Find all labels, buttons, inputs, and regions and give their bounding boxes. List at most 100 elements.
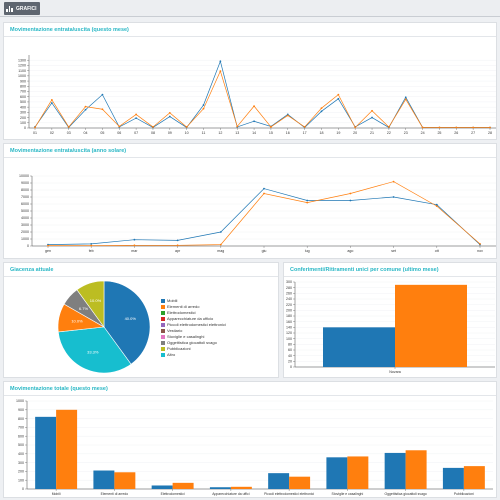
series-line-1 xyxy=(34,60,490,129)
x-tick-label: mag xyxy=(217,249,224,253)
y-tick-label: 300 xyxy=(18,461,24,465)
y-tick-label: 0 xyxy=(22,487,24,491)
x-tick-label: 10 xyxy=(185,131,189,135)
y-tick-label: 5000 xyxy=(21,209,29,213)
legend-item: Vestiario xyxy=(161,328,182,333)
x-tick-label: lug xyxy=(305,249,310,253)
series-point xyxy=(219,243,222,246)
legend-item: Piccoli elettrodomestici elettronici xyxy=(161,322,226,327)
charts-button[interactable]: GRAFICI xyxy=(4,2,40,15)
y-tick-label: 400 xyxy=(18,452,24,456)
series-point xyxy=(306,201,309,204)
y-tick-label: 140 xyxy=(286,326,292,330)
series-point xyxy=(101,93,104,96)
series-point xyxy=(152,126,154,128)
x-tick-label: Mobili xyxy=(52,492,61,496)
legend-label: Apparecchiature da ufficio xyxy=(167,316,214,321)
legend-swatch xyxy=(161,298,165,303)
series-point xyxy=(219,60,222,63)
x-tick-label: giu xyxy=(262,249,267,253)
series-point xyxy=(404,96,407,99)
x-tick-label: 17 xyxy=(303,131,307,135)
series-point xyxy=(50,102,53,104)
series-point xyxy=(479,243,481,245)
x-tick-label: 09 xyxy=(168,131,172,135)
legend-item: Mobili xyxy=(161,298,177,303)
top-toolbar: GRAFICI xyxy=(0,0,500,17)
legend-swatch xyxy=(161,304,165,309)
y-tick-label: 120 xyxy=(286,331,292,335)
y-tick-label: 900 xyxy=(18,408,24,412)
charts-button-label: GRAFICI xyxy=(16,5,37,12)
y-tick-label: 240 xyxy=(286,297,292,301)
pie-slice-label: 6.7% xyxy=(79,306,89,311)
series-point xyxy=(176,244,179,247)
x-tick-label: 01 xyxy=(33,131,37,135)
series-point xyxy=(354,126,357,129)
bar xyxy=(56,409,78,489)
y-tick-label: 20 xyxy=(288,360,292,364)
series-point xyxy=(303,126,306,128)
x-tick-label: 20 xyxy=(353,131,357,135)
bar xyxy=(326,457,348,489)
series-point xyxy=(263,187,265,190)
x-tick-label: gen xyxy=(45,249,51,253)
series-point xyxy=(438,126,441,129)
panel-title: Giacenza attuale xyxy=(10,267,54,273)
series-point xyxy=(168,111,171,114)
series-point xyxy=(320,110,323,113)
series-point xyxy=(371,116,373,119)
x-tick-label: 04 xyxy=(84,131,88,135)
x-tick-label: ago xyxy=(347,249,353,253)
series-point xyxy=(90,243,93,245)
yearly-line-chart: 0 1000 2000 3000 4000 5000 6000 7000 8000 9000 100… xyxy=(19,174,496,253)
pie-slice-label: 40.0% xyxy=(125,316,137,321)
x-tick-label: set xyxy=(391,249,396,253)
series-point xyxy=(337,97,340,100)
x-tick-label: Pubblicazioni xyxy=(454,492,474,496)
panel-monthly-movement: Movimentazione entrata/uscita (questo me… xyxy=(3,22,497,140)
x-tick-label: 08 xyxy=(151,131,155,135)
bar xyxy=(230,486,252,489)
x-tick-label: Stoviglie e casalinghi xyxy=(332,492,364,496)
y-tick-label: 9000 xyxy=(21,181,29,185)
y-tick-label: 600 xyxy=(18,434,24,438)
legend-swatch xyxy=(161,340,165,345)
y-tick-label: 200 xyxy=(286,309,292,313)
y-tick-label: 7000 xyxy=(21,195,29,199)
x-tick-label: 26 xyxy=(454,131,458,135)
legend-item: Stoviglie e casalinghi xyxy=(161,334,204,339)
y-tick-label: 700 xyxy=(20,90,26,94)
series-point xyxy=(455,126,458,129)
legend-label: Stoviglie e casalinghi xyxy=(167,334,205,339)
series-point xyxy=(337,93,340,96)
divider xyxy=(4,157,496,158)
x-tick-label: 23 xyxy=(404,131,408,135)
pie-slice xyxy=(76,280,105,328)
series-point xyxy=(349,192,352,195)
legend-swatch xyxy=(161,352,165,357)
series-point xyxy=(286,114,289,117)
legend-item: Apparecchiature da ufficio xyxy=(161,316,213,321)
bar xyxy=(172,482,194,489)
bar xyxy=(347,456,369,489)
y-tick-label: 8000 xyxy=(21,188,29,192)
y-tick-label: 0 xyxy=(290,365,292,369)
y-tick-label: 160 xyxy=(286,320,292,324)
legend-swatch xyxy=(161,346,165,351)
series-point xyxy=(472,126,475,129)
y-tick-label: 300 xyxy=(20,111,26,115)
pie-slice-label: 33.3% xyxy=(87,350,99,355)
y-tick-label: 200 xyxy=(18,470,24,474)
series-point xyxy=(67,126,70,128)
panel-title: Movimentazione entrata/uscita (anno sola… xyxy=(10,148,127,154)
series-point xyxy=(404,98,407,101)
series-point xyxy=(135,117,138,119)
series-point xyxy=(84,105,87,108)
series-line-2 xyxy=(47,181,481,247)
series-point xyxy=(219,231,222,233)
x-tick-label: 12 xyxy=(218,131,222,135)
y-tick-label: 40 xyxy=(288,354,292,358)
bar xyxy=(384,452,406,489)
